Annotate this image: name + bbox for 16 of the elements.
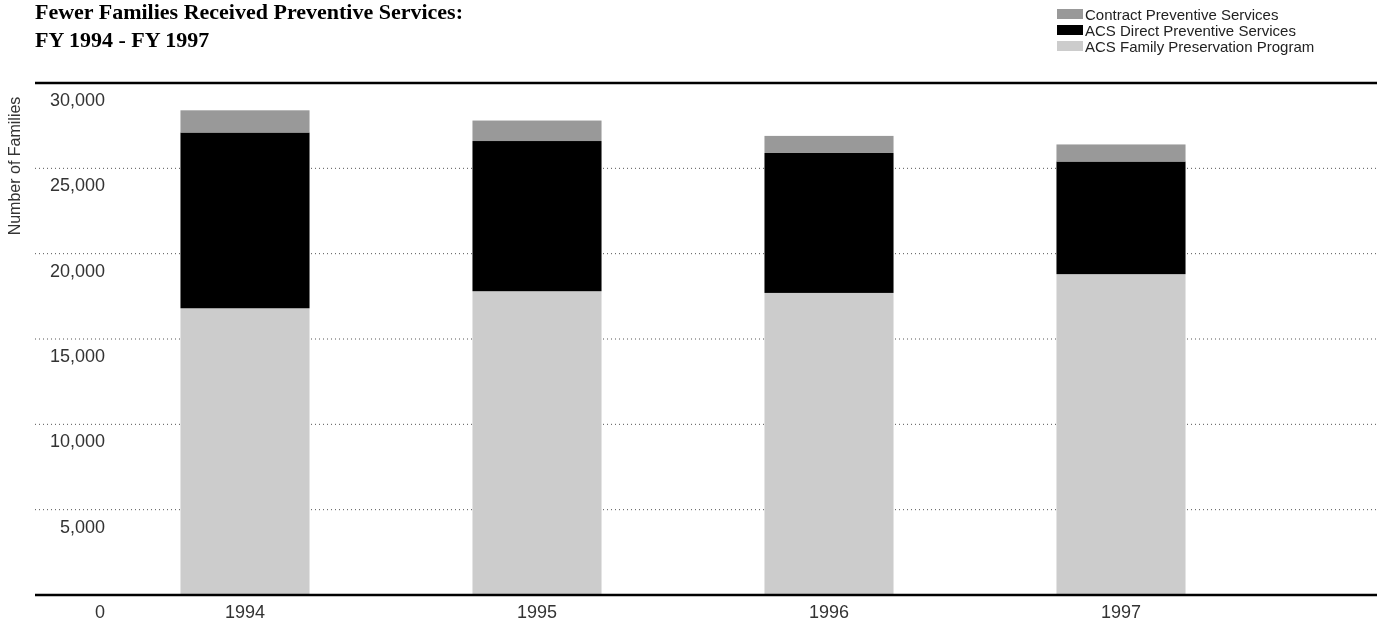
legend-label: Contract Preventive Services	[1085, 5, 1279, 23]
y-tick-label: 5,000	[59, 516, 105, 537]
y-tick-label: 30,000	[49, 90, 105, 110]
y-tick-label: 0	[94, 602, 105, 622]
legend-label: ACS Family Preservation Program	[1085, 37, 1315, 55]
y-tick-label: 15,000	[49, 346, 105, 366]
chart-title: Fewer Families Received Preventive Services: FY 1994 - FY 1997	[35, 0, 464, 52]
x-tick-label: 1996	[808, 602, 850, 622]
y-tick-label: 10,000	[49, 431, 105, 452]
x-tick-label: 1994	[224, 602, 266, 622]
y-axis-title: Number of Families	[5, 96, 23, 236]
legend-label: ACS Direct Preventive Services	[1085, 21, 1296, 39]
y-tick-label: 25,000	[49, 175, 105, 196]
x-tick-label: 1997	[1100, 602, 1142, 622]
y-tick-label: 20,000	[49, 260, 105, 281]
x-tick-label: 1995	[516, 602, 558, 622]
